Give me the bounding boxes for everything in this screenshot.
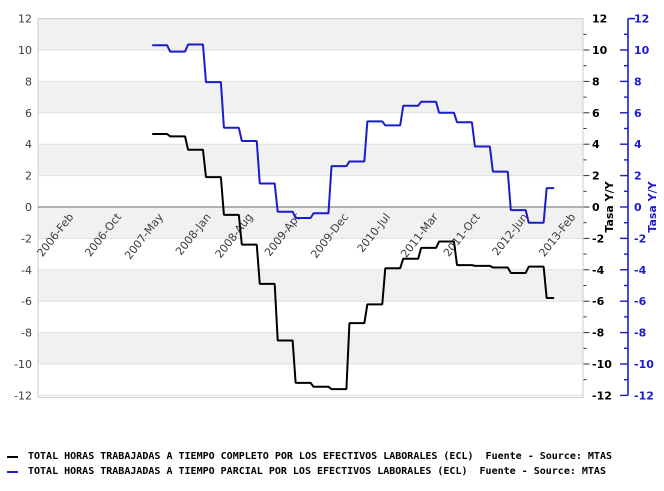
right-y-axis-tick-label: -2 bbox=[592, 232, 604, 245]
right-y-axis-tick-label: -10 bbox=[592, 358, 612, 371]
plot-border bbox=[37, 18, 584, 398]
y-axis-tick-label: -12 bbox=[14, 389, 32, 402]
series-line-parcial bbox=[152, 43, 555, 224]
right-y-axis-tick-label: 10 bbox=[592, 44, 608, 57]
y-axis-tick-label: -8 bbox=[21, 327, 32, 340]
right-y-axis-tick-label: 4 bbox=[592, 138, 600, 151]
legend-marker bbox=[7, 470, 18, 473]
blue-y-axis-tick-label: 0 bbox=[634, 201, 642, 214]
blue-y-axis-tick-label: 10 bbox=[634, 44, 650, 57]
y-axis-tick-label: -2 bbox=[21, 232, 32, 245]
right-y-axis-tick-label: -8 bbox=[592, 327, 604, 340]
right-y-axis-tick-label: -4 bbox=[592, 264, 605, 277]
right-axis-title-blue: Tasa Y/Y bbox=[646, 180, 659, 232]
blue-y-axis-tick-label: -4 bbox=[634, 264, 647, 277]
legend-item-completo: TOTAL HORAS TRABAJADAS A TIEMPO COMPLETO… bbox=[7, 448, 612, 463]
plot-bands bbox=[38, 18, 583, 396]
y-axis-tick-label: 12 bbox=[18, 13, 32, 26]
y-axis-tick-label: 6 bbox=[25, 107, 32, 120]
blue-y-axis-tick-label: 2 bbox=[634, 170, 642, 183]
blue-y-axis-tick-label: -8 bbox=[634, 327, 646, 340]
blue-y-axis-tick-label: -6 bbox=[634, 295, 647, 308]
blue-y-axis-tick-label: -12 bbox=[634, 389, 654, 402]
y-axis-tick-label: 10 bbox=[18, 44, 32, 57]
blue-y-axis-tick-label: -2 bbox=[634, 232, 646, 245]
right-y-axis-tick-label: 8 bbox=[592, 75, 600, 88]
legend-marker bbox=[7, 455, 18, 458]
right-y-axis-tick-label: -6 bbox=[592, 295, 605, 308]
right-y-axis-tick-label: 12 bbox=[592, 13, 607, 26]
blue-y-axis-tick-label: -10 bbox=[634, 358, 654, 371]
y-axis-tick-label: -6 bbox=[21, 295, 32, 308]
legend-label: TOTAL HORAS TRABAJADAS A TIEMPO COMPLETO… bbox=[28, 451, 612, 462]
y-axis-tick-label: -4 bbox=[21, 264, 32, 277]
y-axis-tick-label: 0 bbox=[25, 201, 32, 214]
blue-y-axis-tick-label: 4 bbox=[634, 138, 642, 151]
legend-label: TOTAL HORAS TRABAJADAS A TIEMPO PARCIAL … bbox=[28, 466, 606, 477]
right-y-axis-tick-label: 0 bbox=[592, 201, 600, 214]
y-axis-tick-label: 4 bbox=[25, 138, 32, 151]
y-axis-tick-label: 8 bbox=[25, 75, 32, 88]
blue-y-axis-tick-label: 12 bbox=[634, 13, 649, 26]
right-axis-title-black: Tasa Y/Y bbox=[603, 180, 616, 232]
y-axis-tick-label: 2 bbox=[25, 170, 32, 183]
blue-y-axis-tick-label: 8 bbox=[634, 75, 642, 88]
right-y-axis-tick-label: 2 bbox=[592, 170, 600, 183]
right-axis-black: 12 10 8 6 4 2 0 -2 -4 -6 -8 -10 -12 Tasa Y/Y bbox=[583, 13, 616, 402]
series-line-completo bbox=[152, 132, 555, 391]
y-axis-tick-label: -10 bbox=[14, 358, 32, 371]
chart-legend: TOTAL HORAS TRABAJADAS A TIEMPO COMPLETO… bbox=[7, 448, 612, 478]
right-axis-blue: 12 10 8 6 4 2 0 -2 -4 -6 -8 -10 -12 Tasa Y/Y bbox=[620, 13, 659, 402]
right-y-axis-tick-label: 6 bbox=[592, 107, 600, 120]
blue-y-axis-tick-label: 6 bbox=[634, 107, 642, 120]
legend-item-parcial: TOTAL HORAS TRABAJADAS A TIEMPO PARCIAL … bbox=[7, 463, 612, 478]
right-y-axis-tick-label: -12 bbox=[592, 389, 612, 402]
left-y-axis-labels: 12 10 8 6 4 2 0 -2 -4 -6 -8 -10 -12 bbox=[14, 13, 32, 403]
